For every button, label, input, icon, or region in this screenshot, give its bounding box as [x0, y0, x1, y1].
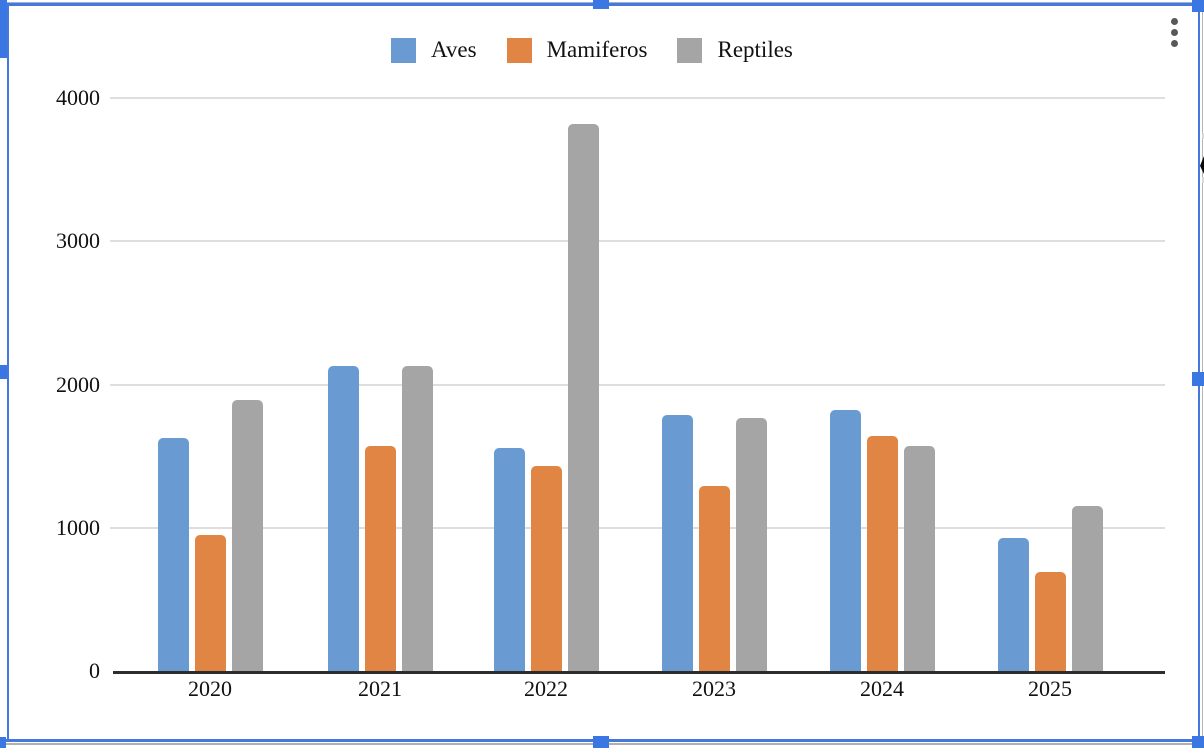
legend-label: Reptiles — [717, 37, 793, 62]
bar-reptiles-2021 — [401, 365, 433, 671]
x-tick-label-2025: 2025 — [1028, 676, 1072, 701]
bar-mamiferos-2023 — [698, 486, 730, 671]
bar-mamiferos-2025 — [1034, 572, 1066, 671]
y-tick-label: 4000 — [56, 85, 100, 110]
selection-handle-middle-left[interactable] — [0, 365, 7, 379]
selection-handle-middle-right[interactable] — [1192, 372, 1204, 386]
bar-aves-2023 — [661, 414, 693, 671]
bar-mamiferos-2021 — [364, 446, 396, 671]
gridline-1000 — [110, 526, 1165, 529]
legend-item-reptiles: Reptiles — [677, 37, 793, 63]
selection-handle-bottom-right[interactable] — [1192, 736, 1204, 748]
bar-mamiferos-2020 — [194, 534, 226, 671]
selection-handle-top-left[interactable] — [0, 0, 7, 58]
bar-mamiferos-2022 — [530, 466, 562, 671]
bar-aves-2021 — [327, 365, 359, 671]
bar-reptiles-2020 — [231, 400, 263, 671]
x-tick-label-2022: 2022 — [524, 676, 568, 701]
kebab-menu-icon — [1170, 29, 1178, 36]
x-tick-label-2023: 2023 — [692, 676, 736, 701]
gridline-3000 — [110, 240, 1165, 243]
selection-handle-top-right[interactable] — [1192, 0, 1204, 12]
gridline-2000 — [110, 383, 1165, 386]
y-tick-label: 1000 — [56, 514, 100, 540]
bar-aves-2025 — [997, 537, 1029, 671]
legend-swatch-mamiferos — [506, 37, 532, 63]
chart-options-button[interactable] — [1166, 18, 1182, 47]
y-tick-label: 3000 — [56, 228, 100, 254]
legend-swatch-aves — [391, 37, 416, 63]
bar-reptiles-2024 — [903, 446, 935, 671]
bar-aves-2022 — [493, 447, 525, 671]
chart-legend: Aves Mamiferos Reptiles — [391, 37, 793, 63]
legend-label: Mamiferos — [546, 37, 648, 62]
y-tick-label: 0 — [89, 658, 100, 683]
kebab-menu-icon — [1170, 18, 1178, 25]
legend-item-mamiferos: Mamiferos — [506, 37, 648, 63]
bar-mamiferos-2024 — [866, 436, 898, 671]
legend-item-aves: Aves — [391, 37, 477, 63]
gridline-4000 — [110, 97, 1165, 99]
selection-handle-bottom-middle[interactable] — [593, 736, 609, 748]
bar-aves-2024 — [829, 410, 861, 671]
bar-reptiles-2025 — [1071, 506, 1103, 671]
selection-handle-bottom-left[interactable] — [0, 737, 6, 748]
x-axis-line — [113, 671, 1165, 674]
bar-reptiles-2023 — [735, 418, 767, 671]
selection-border-left — [7, 5, 9, 740]
x-tick-label-2024: 2024 — [860, 676, 904, 701]
clipped-content-artifact — [1200, 156, 1204, 174]
y-tick-label: 2000 — [56, 371, 100, 397]
x-tick-label-2020: 2020 — [188, 676, 232, 701]
x-tick-label-2021: 2021 — [358, 676, 402, 701]
clipped-content-artifact — [1202, 177, 1204, 183]
bar-aves-2020 — [157, 437, 189, 671]
clipped-content-artifact — [1202, 133, 1204, 139]
legend-swatch-reptiles — [677, 37, 703, 63]
selection-handle-top-middle[interactable] — [593, 0, 609, 9]
legend-label: Aves — [431, 37, 477, 62]
kebab-menu-icon — [1170, 40, 1178, 47]
bar-reptiles-2022 — [567, 123, 599, 671]
